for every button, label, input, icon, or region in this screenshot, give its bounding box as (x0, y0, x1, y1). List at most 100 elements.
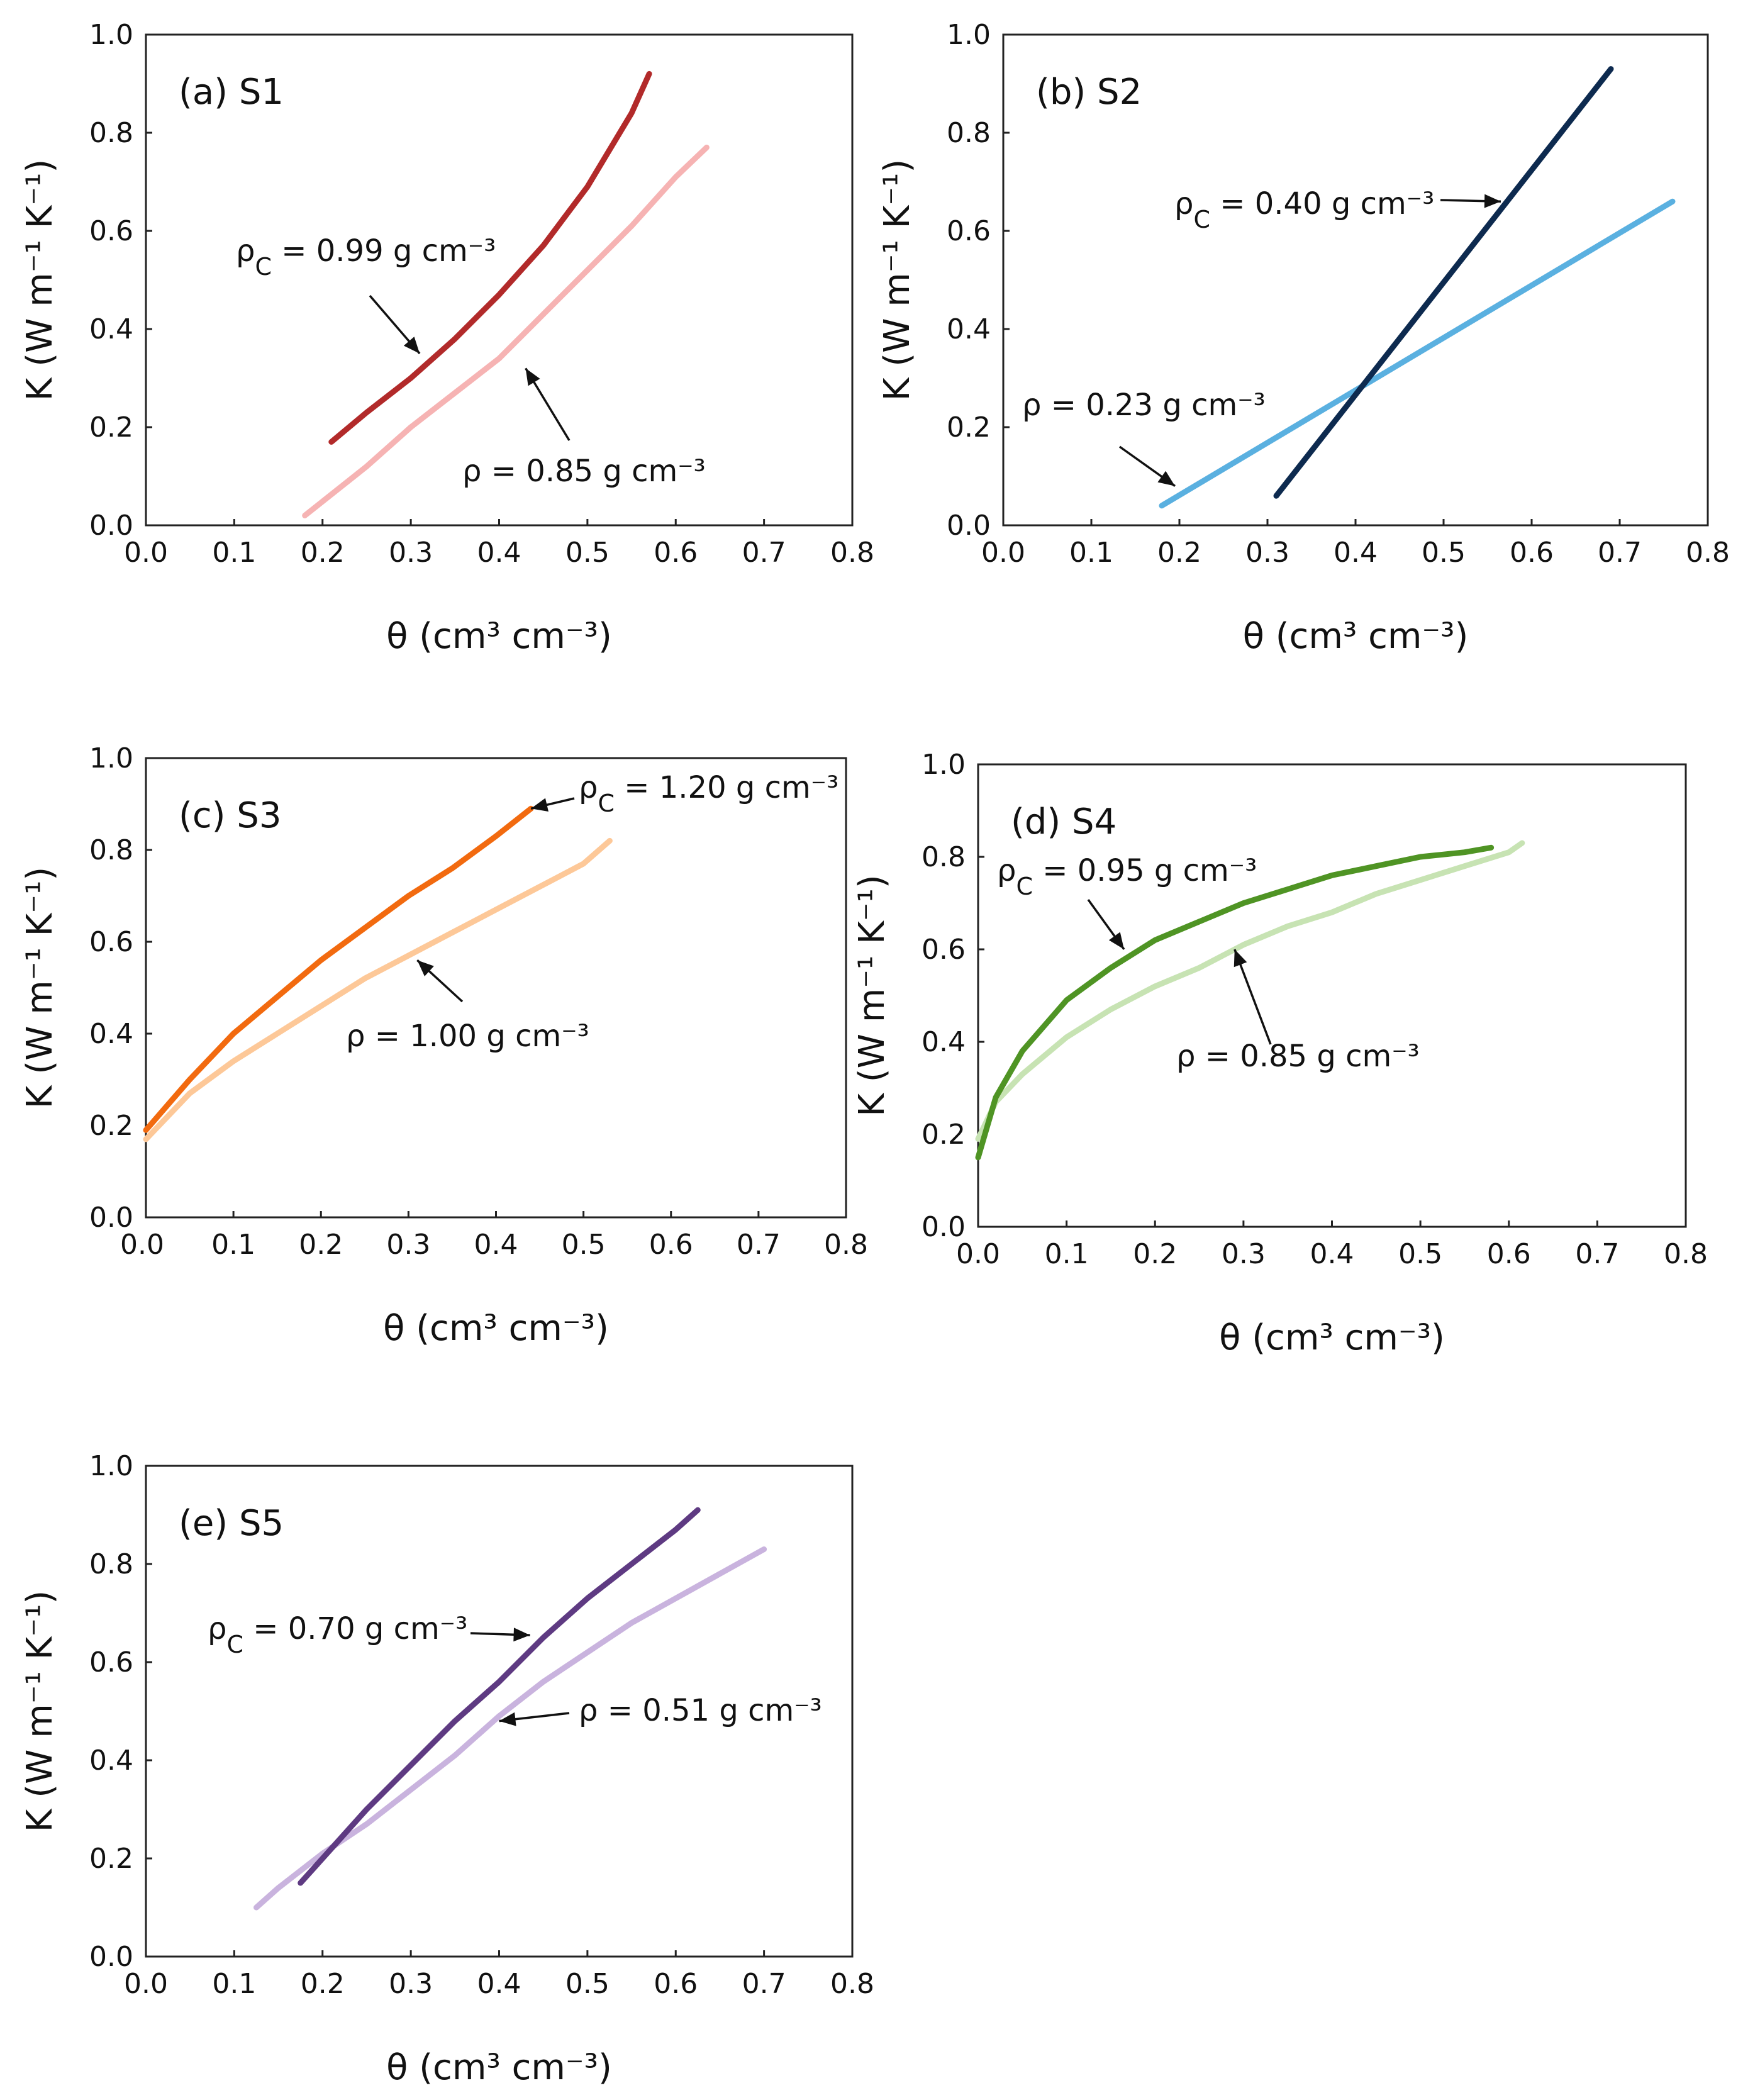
x-tick-label: 0.4 (477, 1968, 521, 2000)
series-line-c-0-70-g-cm (298, 1507, 701, 1886)
x-tick-label: 0.2 (299, 1229, 343, 1261)
panel-s2: 0.0 0.1 0.2 0.3 0.4 0.5 0.6 0.7 0.8 0.0 0.2 0.4 0.6 0… (877, 19, 1730, 657)
x-tick-label: 0.1 (211, 1229, 255, 1261)
x-tick-label: 0.4 (1310, 1238, 1354, 1270)
x-tick-label: 0.5 (565, 537, 610, 569)
annotation-label: ρC = 0.70 g cm⁻³ (208, 1611, 467, 1658)
x-tick-label: 0.5 (1398, 1238, 1442, 1270)
y-tick-label: 0.4 (947, 313, 991, 345)
panel-s4: 0.0 0.1 0.2 0.3 0.4 0.5 0.6 0.7 0.8 0.0 0.2 0.4 0.6 0… (852, 749, 1708, 1358)
annotation-0-23-g-cm: ρ = 0.23 g cm⁻³ (1022, 388, 1266, 488)
y-tick-label: 0.8 (89, 1548, 133, 1580)
annotation-arrowhead (513, 1628, 530, 1642)
x-tick-label: 0.5 (562, 1229, 606, 1261)
y-tick-label: 0.2 (89, 1110, 133, 1142)
x-tick-label: 0.2 (1157, 537, 1201, 569)
y-tick-label: 0.0 (922, 1211, 966, 1243)
x-tick-label: 0.2 (301, 537, 345, 569)
y-tick-label: 0.8 (922, 841, 966, 873)
x-tick-label: 0.6 (649, 1229, 693, 1261)
y-tick-label: 0.2 (947, 411, 991, 444)
x-axis-title: θ (cm³ cm⁻³) (386, 616, 612, 657)
series-line-0-23-g-cm (1159, 198, 1676, 509)
x-tick-label: 0.1 (1045, 1238, 1089, 1270)
x-tick-label: 0.0 (124, 537, 168, 569)
annotation-label: ρ = 0.85 g cm⁻³ (462, 454, 706, 489)
panel-title: (c) S3 (179, 795, 281, 836)
y-tick-label: 0.6 (922, 934, 966, 966)
x-tick-label: 0.0 (124, 1968, 168, 2000)
y-tick-label: 0.2 (89, 411, 133, 444)
annotation-0-85-g-cm: ρ = 0.85 g cm⁻³ (1176, 949, 1420, 1074)
y-tick-label: 0.0 (89, 510, 133, 542)
annotation-c-0-70-g-cm: ρC = 0.70 g cm⁻³ (208, 1611, 530, 1658)
y-tick-label: 0.0 (947, 510, 991, 542)
x-axis-title: θ (cm³ cm⁻³) (1219, 1317, 1445, 1358)
y-axis-title: K (W m⁻¹ K⁻¹) (877, 159, 918, 401)
y-tick-label: 0.6 (89, 1646, 133, 1678)
x-tick-label: 0.1 (212, 1968, 256, 2000)
annotation-arrowhead (1108, 932, 1125, 949)
annotation-label: ρC = 1.20 g cm⁻³ (579, 770, 838, 817)
panel-s5: 0.0 0.1 0.2 0.3 0.4 0.5 0.6 0.7 0.8 0.0 0.2 0.4 0.6 0… (19, 1450, 874, 2088)
y-tick-label: 0.6 (89, 926, 133, 958)
y-axis-title: K (W m⁻¹ K⁻¹) (19, 1590, 60, 1832)
y-tick-label: 0.0 (89, 1202, 133, 1234)
annotation-label: ρ = 0.51 g cm⁻³ (579, 1693, 822, 1728)
x-tick-label: 0.3 (386, 1229, 430, 1261)
y-tick-label: 0.8 (947, 117, 991, 149)
panel-s1: 0.0 0.1 0.2 0.3 0.4 0.5 0.6 0.7 0.8 0.0 0.2 0.4 0.6 0… (19, 19, 874, 657)
panel-title: (e) S5 (179, 1503, 284, 1544)
x-tick-label: 0.5 (565, 1968, 610, 2000)
x-tick-label: 0.5 (1422, 537, 1466, 569)
x-tick-label: 0.2 (301, 1968, 345, 2000)
annotation-arrowhead (1233, 949, 1247, 968)
series-line-0-85-g-cm (975, 840, 1525, 1142)
x-tick-label: 0.2 (1133, 1238, 1177, 1270)
y-tick-label: 0.4 (922, 1026, 966, 1058)
x-tick-label: 0.7 (1598, 537, 1642, 569)
annotation-0-51-g-cm: ρ = 0.51 g cm⁻³ (499, 1693, 822, 1728)
panel-title: (d) S4 (1011, 801, 1117, 842)
annotation-arrowhead (417, 960, 434, 976)
y-tick-label: 1.0 (922, 749, 966, 781)
x-tick-label: 0.4 (1334, 537, 1378, 569)
x-tick-label: 0.3 (1222, 1238, 1266, 1270)
y-tick-label: 0.0 (89, 1941, 133, 1973)
x-tick-label: 0.8 (830, 537, 874, 569)
x-tick-label: 0.1 (1069, 537, 1113, 569)
series-line-c-0-95-g-cm (975, 844, 1495, 1161)
x-tick-label: 0.0 (120, 1229, 164, 1261)
annotation-label: ρ = 0.85 g cm⁻³ (1176, 1039, 1420, 1074)
y-tick-label: 1.0 (89, 1450, 133, 1482)
x-tick-label: 0.6 (654, 537, 698, 569)
annotation-arrowhead (525, 368, 540, 386)
x-tick-label: 0.7 (742, 537, 786, 569)
panel-title: (b) S2 (1036, 72, 1142, 113)
x-tick-label: 0.0 (981, 537, 1025, 569)
x-axis-title: θ (cm³ cm⁻³) (1243, 616, 1469, 657)
y-tick-label: 0.8 (89, 834, 133, 866)
annotation-label: ρ = 0.23 g cm⁻³ (1022, 388, 1266, 423)
annotation-c-0-95-g-cm: ρC = 0.95 g cm⁻³ (997, 853, 1257, 951)
annotation-c-1-20-g-cm: ρC = 1.20 g cm⁻³ (530, 770, 838, 817)
series-line-1-00-g-cm (143, 837, 613, 1142)
annotation-c-0-99-g-cm: ρC = 0.99 g cm⁻³ (236, 233, 496, 355)
x-tick-label: 0.3 (389, 1968, 433, 2000)
y-tick-label: 1.0 (89, 742, 133, 774)
annotation-0-85-g-cm: ρ = 0.85 g cm⁻³ (462, 367, 706, 489)
y-axis-title: K (W m⁻¹ K⁻¹) (19, 159, 60, 401)
annotation-arrowhead (531, 798, 549, 812)
series-line-0-85-g-cm (302, 144, 710, 518)
y-tick-label: 0.4 (89, 1018, 133, 1050)
annotation-arrowhead (499, 1712, 516, 1726)
annotation-label: ρC = 0.40 g cm⁻³ (1174, 186, 1434, 233)
x-tick-label: 0.8 (1686, 537, 1730, 569)
x-tick-label: 0.8 (1664, 1238, 1708, 1270)
y-tick-label: 0.2 (89, 1843, 133, 1875)
x-tick-label: 0.0 (956, 1238, 1000, 1270)
x-tick-label: 0.8 (830, 1968, 874, 2000)
annotation-c-0-40-g-cm: ρC = 0.40 g cm⁻³ (1174, 186, 1501, 233)
y-tick-label: 0.4 (89, 313, 133, 345)
